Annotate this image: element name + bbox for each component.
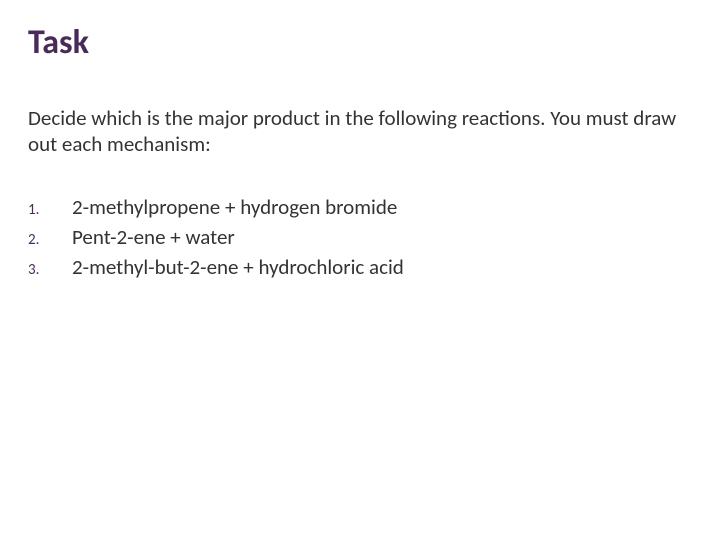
list-text: 2-methylpropene + hydrogen bromide bbox=[72, 194, 397, 220]
list-number: 1. bbox=[28, 201, 72, 219]
list-item: 1. 2-methylpropene + hydrogen bromide bbox=[28, 194, 692, 220]
slide-title: Task bbox=[28, 22, 692, 63]
list-item: 3. 2-methyl-but-2-ene + hydrochloric aci… bbox=[28, 254, 692, 280]
task-list: 1. 2-methylpropene + hydrogen bromide 2.… bbox=[28, 194, 692, 280]
list-text: Pent-2-ene + water bbox=[72, 224, 235, 250]
list-text: 2-methyl-but-2-ene + hydrochloric acid bbox=[72, 254, 404, 280]
intro-text: Decide which is the major product in the… bbox=[28, 105, 692, 158]
list-number: 2. bbox=[28, 231, 72, 249]
list-item: 2. Pent-2-ene + water bbox=[28, 224, 692, 250]
list-number: 3. bbox=[28, 261, 72, 279]
